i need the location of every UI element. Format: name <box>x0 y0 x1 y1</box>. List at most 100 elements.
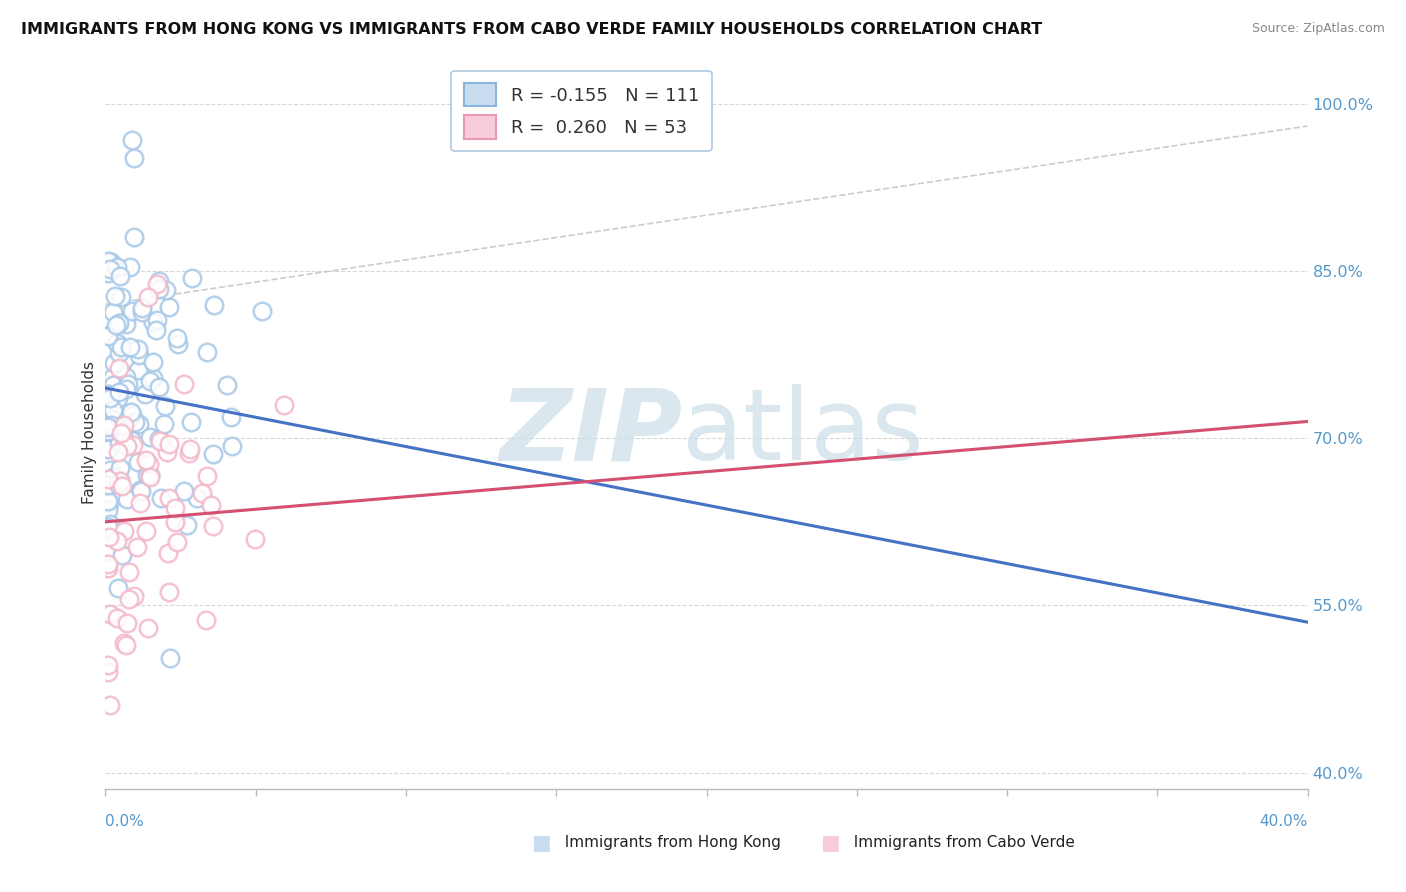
Point <box>121 433 143 447</box>
Point <box>149 491 172 506</box>
Point <box>215 377 238 392</box>
Point <box>173 376 195 391</box>
Text: atlas: atlas <box>682 384 924 481</box>
Point <box>107 391 129 405</box>
Text: Source: ZipAtlas.com: Source: ZipAtlas.com <box>1251 22 1385 36</box>
Text: ■: ■ <box>820 833 839 853</box>
Point <box>100 371 122 385</box>
Point <box>138 374 160 388</box>
Point <box>127 455 149 469</box>
Point <box>177 446 200 460</box>
Point <box>97 520 120 534</box>
Point <box>97 530 120 544</box>
Point <box>97 424 120 438</box>
Point <box>153 399 176 413</box>
Point <box>136 290 159 304</box>
Point <box>190 486 212 500</box>
Point <box>163 516 186 530</box>
Point <box>148 432 170 446</box>
Point <box>157 546 180 560</box>
Point <box>115 439 138 453</box>
Point <box>100 418 122 433</box>
Point <box>153 417 176 432</box>
Point <box>146 313 169 327</box>
Y-axis label: Family Households: Family Households <box>82 361 97 504</box>
Point <box>122 230 145 244</box>
Point <box>98 517 121 532</box>
Point <box>111 343 134 357</box>
Point <box>97 442 120 456</box>
Point <box>97 665 120 679</box>
Point <box>118 592 141 607</box>
Point <box>145 323 167 337</box>
Point <box>195 468 218 483</box>
Point <box>98 607 121 621</box>
Point <box>108 316 131 330</box>
Point <box>128 417 150 432</box>
Point <box>127 541 149 555</box>
Point <box>167 336 190 351</box>
Point <box>134 387 156 401</box>
Point <box>98 261 121 276</box>
Point <box>139 430 162 444</box>
Point <box>97 478 120 492</box>
Point <box>128 483 150 497</box>
Point <box>179 442 201 456</box>
Point <box>131 301 153 315</box>
Point <box>107 476 129 491</box>
Point <box>101 416 124 430</box>
Point <box>97 328 120 343</box>
Point <box>112 635 135 649</box>
Point <box>138 469 160 483</box>
Point <box>157 437 180 451</box>
Point <box>117 492 139 507</box>
Text: IMMIGRANTS FROM HONG KONG VS IMMIGRANTS FROM CABO VERDE FAMILY HOUSEHOLDS CORREL: IMMIGRANTS FROM HONG KONG VS IMMIGRANTS … <box>21 22 1042 37</box>
Point <box>136 621 159 635</box>
Point <box>128 348 150 362</box>
Point <box>115 318 138 332</box>
Point <box>127 363 149 377</box>
Point <box>98 698 121 712</box>
Point <box>122 438 145 452</box>
Point <box>121 132 143 146</box>
Point <box>127 342 149 356</box>
Point <box>108 269 131 284</box>
Point <box>112 424 135 438</box>
Point <box>138 457 160 471</box>
Point <box>159 650 181 665</box>
Point <box>202 298 225 312</box>
Point <box>104 318 127 333</box>
Point <box>97 472 120 486</box>
Text: ■: ■ <box>531 833 551 853</box>
Point <box>101 425 124 440</box>
Text: 40.0%: 40.0% <box>1260 814 1308 829</box>
Point <box>105 534 128 549</box>
Point <box>273 398 295 412</box>
Point <box>157 491 180 505</box>
Point <box>104 289 127 303</box>
Point <box>108 436 131 450</box>
Point <box>128 496 150 510</box>
Point <box>146 277 169 291</box>
Point <box>101 305 124 319</box>
Point <box>117 377 139 392</box>
Point <box>120 260 142 275</box>
Point <box>108 473 131 487</box>
Point <box>186 491 208 505</box>
Point <box>121 304 143 318</box>
Point <box>98 391 121 405</box>
Point <box>108 460 131 475</box>
Point <box>110 290 132 304</box>
Point <box>103 378 125 392</box>
Point <box>107 317 129 331</box>
Point <box>105 336 128 351</box>
Point <box>148 282 170 296</box>
Point <box>101 412 124 426</box>
Point <box>100 254 122 268</box>
Point <box>122 152 145 166</box>
Point <box>181 271 204 285</box>
Point <box>166 535 188 549</box>
Point <box>118 565 141 579</box>
Point <box>121 408 143 422</box>
Point <box>176 518 198 533</box>
